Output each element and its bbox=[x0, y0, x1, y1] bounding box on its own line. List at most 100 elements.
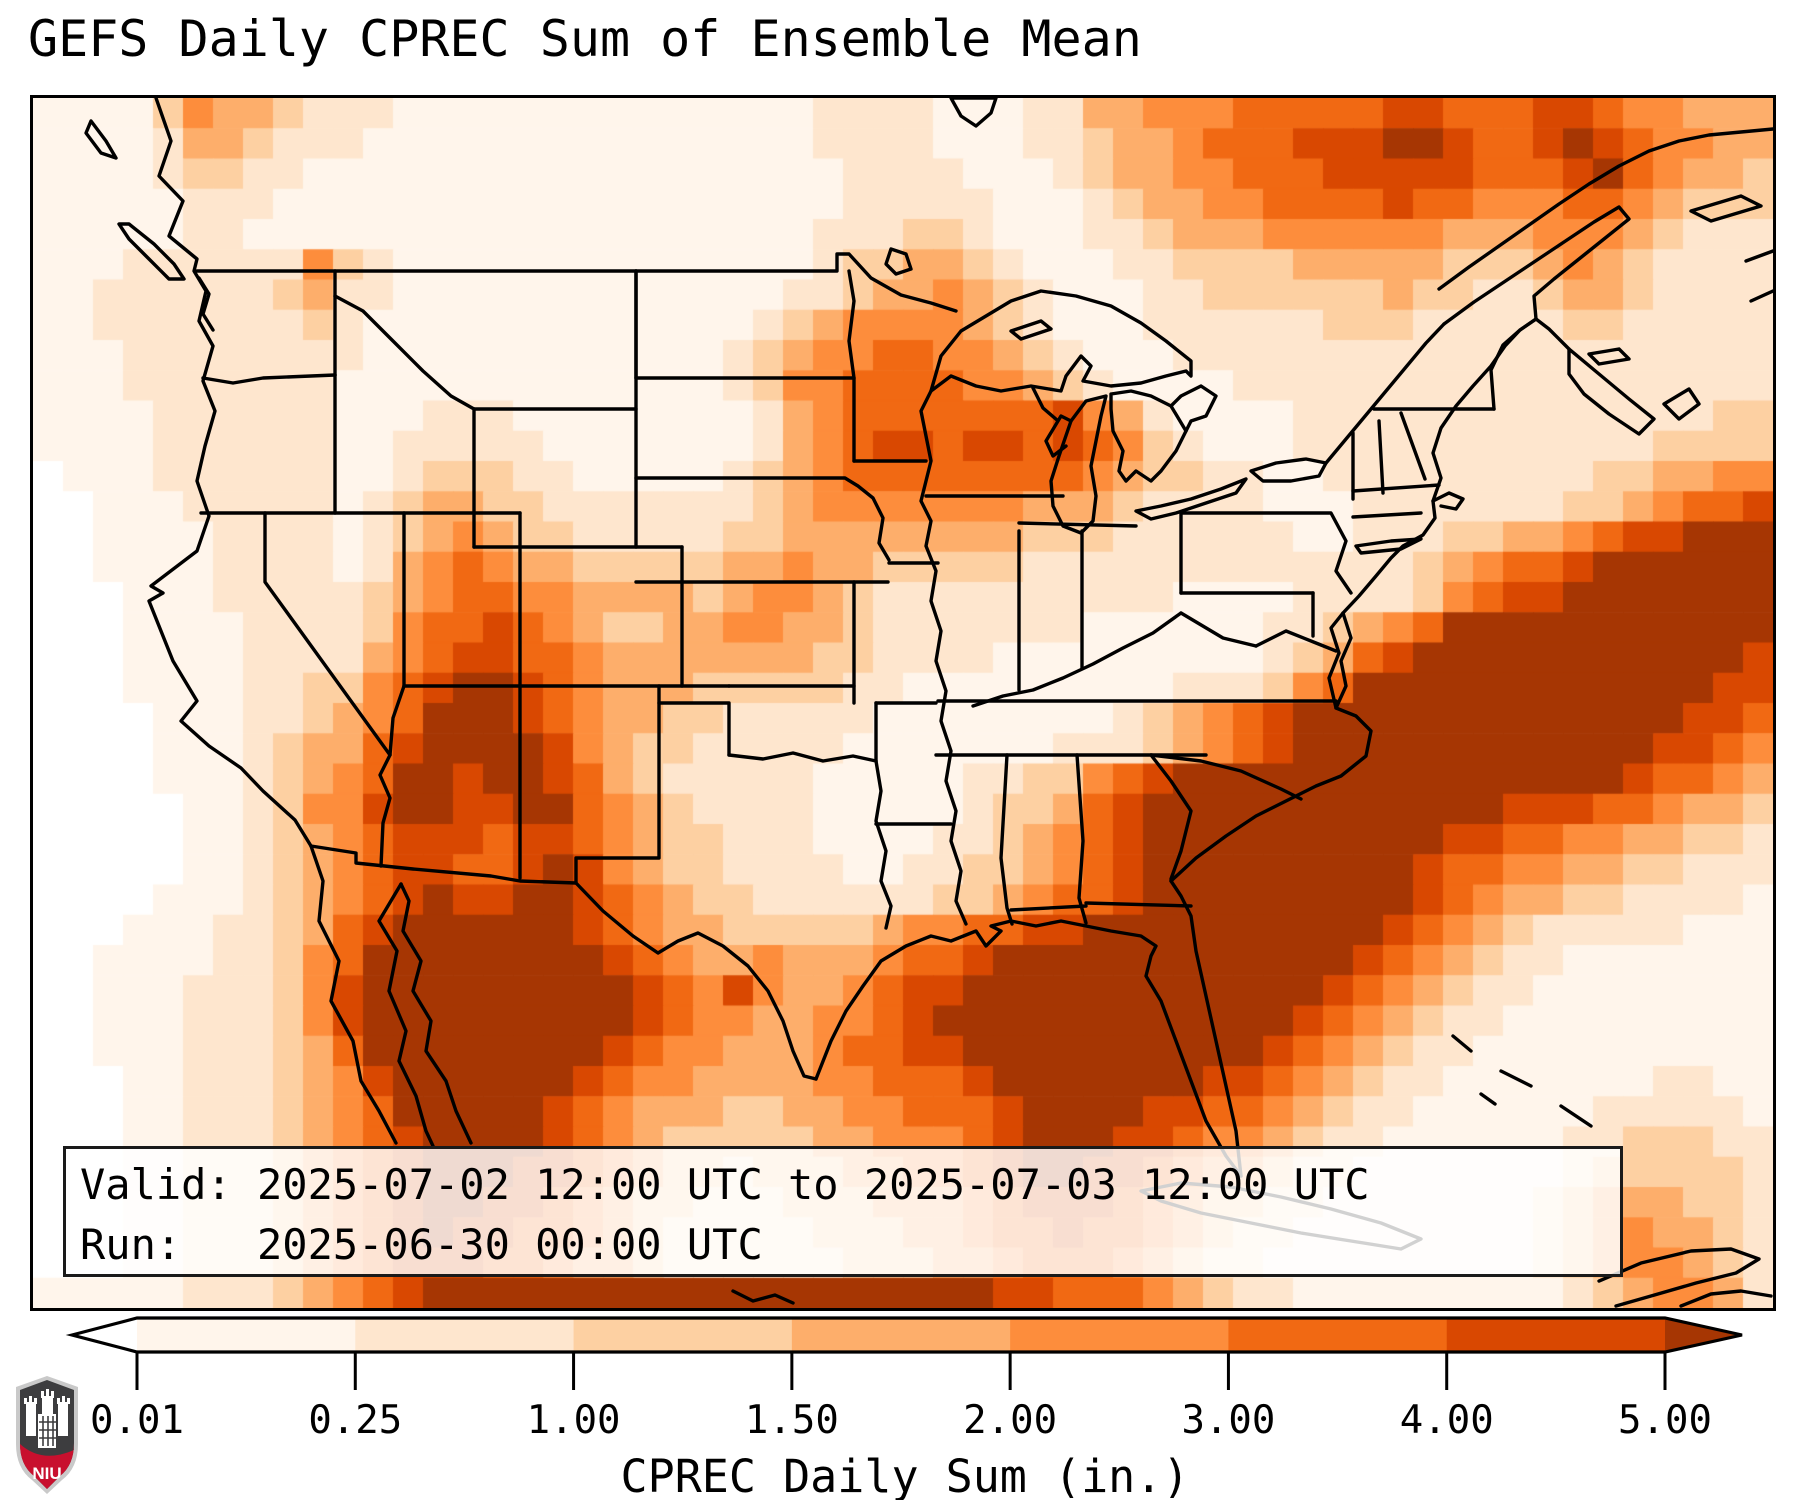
sd-ne-border bbox=[634, 476, 891, 562]
colorbar-outline bbox=[65, 1316, 1743, 1354]
vt-nh-border bbox=[1377, 419, 1385, 495]
ca-nv-border bbox=[263, 511, 392, 757]
colorbar-tick-label: 4.00 bbox=[1400, 1398, 1494, 1443]
colorbar-caption: CPREC Daily Sum (in.) bbox=[621, 1450, 1190, 1500]
ga-fl-border bbox=[1084, 901, 1193, 908]
niu-red-swoosh bbox=[20, 1443, 74, 1489]
hispaniola-coastline bbox=[1679, 1289, 1773, 1308]
ga-sc-border bbox=[1149, 753, 1193, 881]
al-fl-border bbox=[1009, 904, 1088, 912]
bahamas-3 bbox=[1559, 1104, 1593, 1128]
page-title: GEFS Daily CPREC Sum of Ensemble Mean bbox=[28, 10, 1142, 68]
lake-of-the-woods bbox=[884, 247, 913, 276]
st-lawrence-north-shore bbox=[1437, 127, 1773, 291]
colorbar-tick-label: 1.00 bbox=[527, 1398, 621, 1443]
valid-time-text: Valid: 2025-07-02 12:00 UTC to 2025-07-0… bbox=[80, 1160, 1370, 1209]
lake-huron bbox=[1109, 389, 1188, 483]
colorbar: 0.01 0.25 1.00 1.50 2.00 3.00 4.00 5.00 CPREC D… bbox=[65, 1316, 1743, 1500]
ma-south-border bbox=[1351, 511, 1423, 519]
colorbar-segment bbox=[355, 1318, 575, 1352]
niu-logo-text: NIU bbox=[32, 1464, 61, 1483]
colorbar-tick-label: 1.50 bbox=[745, 1398, 839, 1443]
haida-island bbox=[84, 119, 118, 160]
tx-ok-red-river bbox=[727, 751, 878, 763]
nm-tx-border bbox=[574, 684, 661, 885]
coastline-gulf bbox=[814, 919, 1243, 1178]
colorbar-tick-label: 2.00 bbox=[963, 1398, 1057, 1443]
pa-ny-border bbox=[1179, 511, 1353, 595]
niu-castle-windows bbox=[39, 1416, 56, 1446]
prince-edward-island bbox=[1587, 347, 1631, 366]
precipitation-map: Valid: 2025-07-02 12:00 UTC to 2025-07-0… bbox=[30, 95, 1776, 1311]
colorbar-segment bbox=[1228, 1318, 1448, 1352]
newfoundland-edge-2 bbox=[1749, 289, 1773, 303]
baja-west-coast bbox=[309, 844, 398, 1145]
baja-east-coast bbox=[377, 882, 435, 1148]
colorbar-segment bbox=[1010, 1318, 1229, 1352]
mi-south-border bbox=[1017, 521, 1138, 528]
ma-north-border bbox=[1351, 483, 1441, 493]
bahamas-2 bbox=[1499, 1069, 1533, 1088]
cuba-east-coastline bbox=[1597, 1247, 1761, 1308]
timestamp-box: Valid: 2025-07-02 12:00 UTC to 2025-07-0… bbox=[63, 1146, 1623, 1277]
mexico-coast-bottom bbox=[731, 1289, 795, 1305]
coastline-florida-east bbox=[1169, 879, 1243, 1178]
vancouver-island bbox=[117, 222, 186, 281]
ms-al-border bbox=[999, 753, 1014, 926]
james-bay bbox=[949, 98, 998, 128]
cape-cod bbox=[1431, 491, 1465, 511]
state-boundaries-overlay bbox=[84, 98, 1773, 1308]
us-mexico-border bbox=[309, 844, 818, 1081]
lake-ontario bbox=[1249, 457, 1328, 483]
bahamas-4 bbox=[1479, 1092, 1497, 1106]
colorbar-under-arrow bbox=[72, 1318, 137, 1352]
long-island bbox=[1354, 537, 1423, 555]
us-canada-border bbox=[195, 252, 958, 313]
ohio-river bbox=[971, 611, 1183, 708]
al-ga-border bbox=[1075, 753, 1088, 925]
mn-west-border bbox=[847, 269, 856, 463]
ok-panhandle bbox=[657, 701, 731, 757]
potomac-river bbox=[1254, 629, 1338, 653]
colorbar-segment bbox=[573, 1318, 793, 1352]
colorbar-ticks bbox=[135, 1352, 1667, 1390]
colorbar-segment bbox=[791, 1318, 1011, 1352]
colorbar-tick-label: 5.00 bbox=[1618, 1398, 1712, 1443]
newfoundland-edge-1 bbox=[1744, 249, 1773, 263]
nova-scotia bbox=[1567, 347, 1656, 436]
georgian-bay bbox=[1169, 384, 1218, 433]
colorbar-over-arrow bbox=[1665, 1318, 1742, 1352]
coastline-puget bbox=[197, 276, 215, 332]
colorbar-tick-label: 3.00 bbox=[1181, 1398, 1275, 1443]
colorbar-segments bbox=[72, 1318, 1742, 1352]
isle-royale bbox=[1009, 319, 1053, 341]
st-lawrence-river bbox=[1324, 322, 1446, 465]
lake-erie bbox=[1134, 477, 1248, 521]
id-mt-border bbox=[333, 294, 476, 411]
colorbar-tick-label: 0.25 bbox=[308, 1398, 402, 1443]
nh-me-border bbox=[1399, 411, 1427, 481]
niu-logo: NIU bbox=[16, 1376, 78, 1494]
st-lawrence-south-shore bbox=[1442, 205, 1631, 326]
bahamas-1 bbox=[1451, 1034, 1473, 1053]
cape-breton bbox=[1662, 387, 1701, 421]
wa-or-border bbox=[201, 373, 337, 385]
colorbar-segment bbox=[1446, 1318, 1666, 1352]
anticosti-island bbox=[1689, 194, 1763, 223]
green-bay bbox=[1044, 414, 1073, 458]
wi-mi-border bbox=[1031, 386, 1059, 422]
delmarva-peninsula bbox=[1334, 611, 1353, 710]
me-west-north-border bbox=[1489, 317, 1538, 411]
run-time-text: Run: 2025-06-30 00:00 UTC bbox=[80, 1220, 763, 1269]
wv-va-border bbox=[1179, 611, 1258, 648]
coastline-west bbox=[147, 98, 313, 848]
colorbar-tick-label: 0.01 bbox=[90, 1398, 184, 1443]
colorbar-segment bbox=[137, 1318, 356, 1352]
mississippi-river bbox=[919, 389, 968, 926]
lake-superior bbox=[929, 289, 1193, 393]
lake-michigan bbox=[1049, 394, 1108, 535]
az-ca-colorado-river bbox=[378, 684, 406, 868]
tx-la-border bbox=[874, 759, 893, 930]
mexico-west-coast bbox=[399, 882, 473, 1145]
